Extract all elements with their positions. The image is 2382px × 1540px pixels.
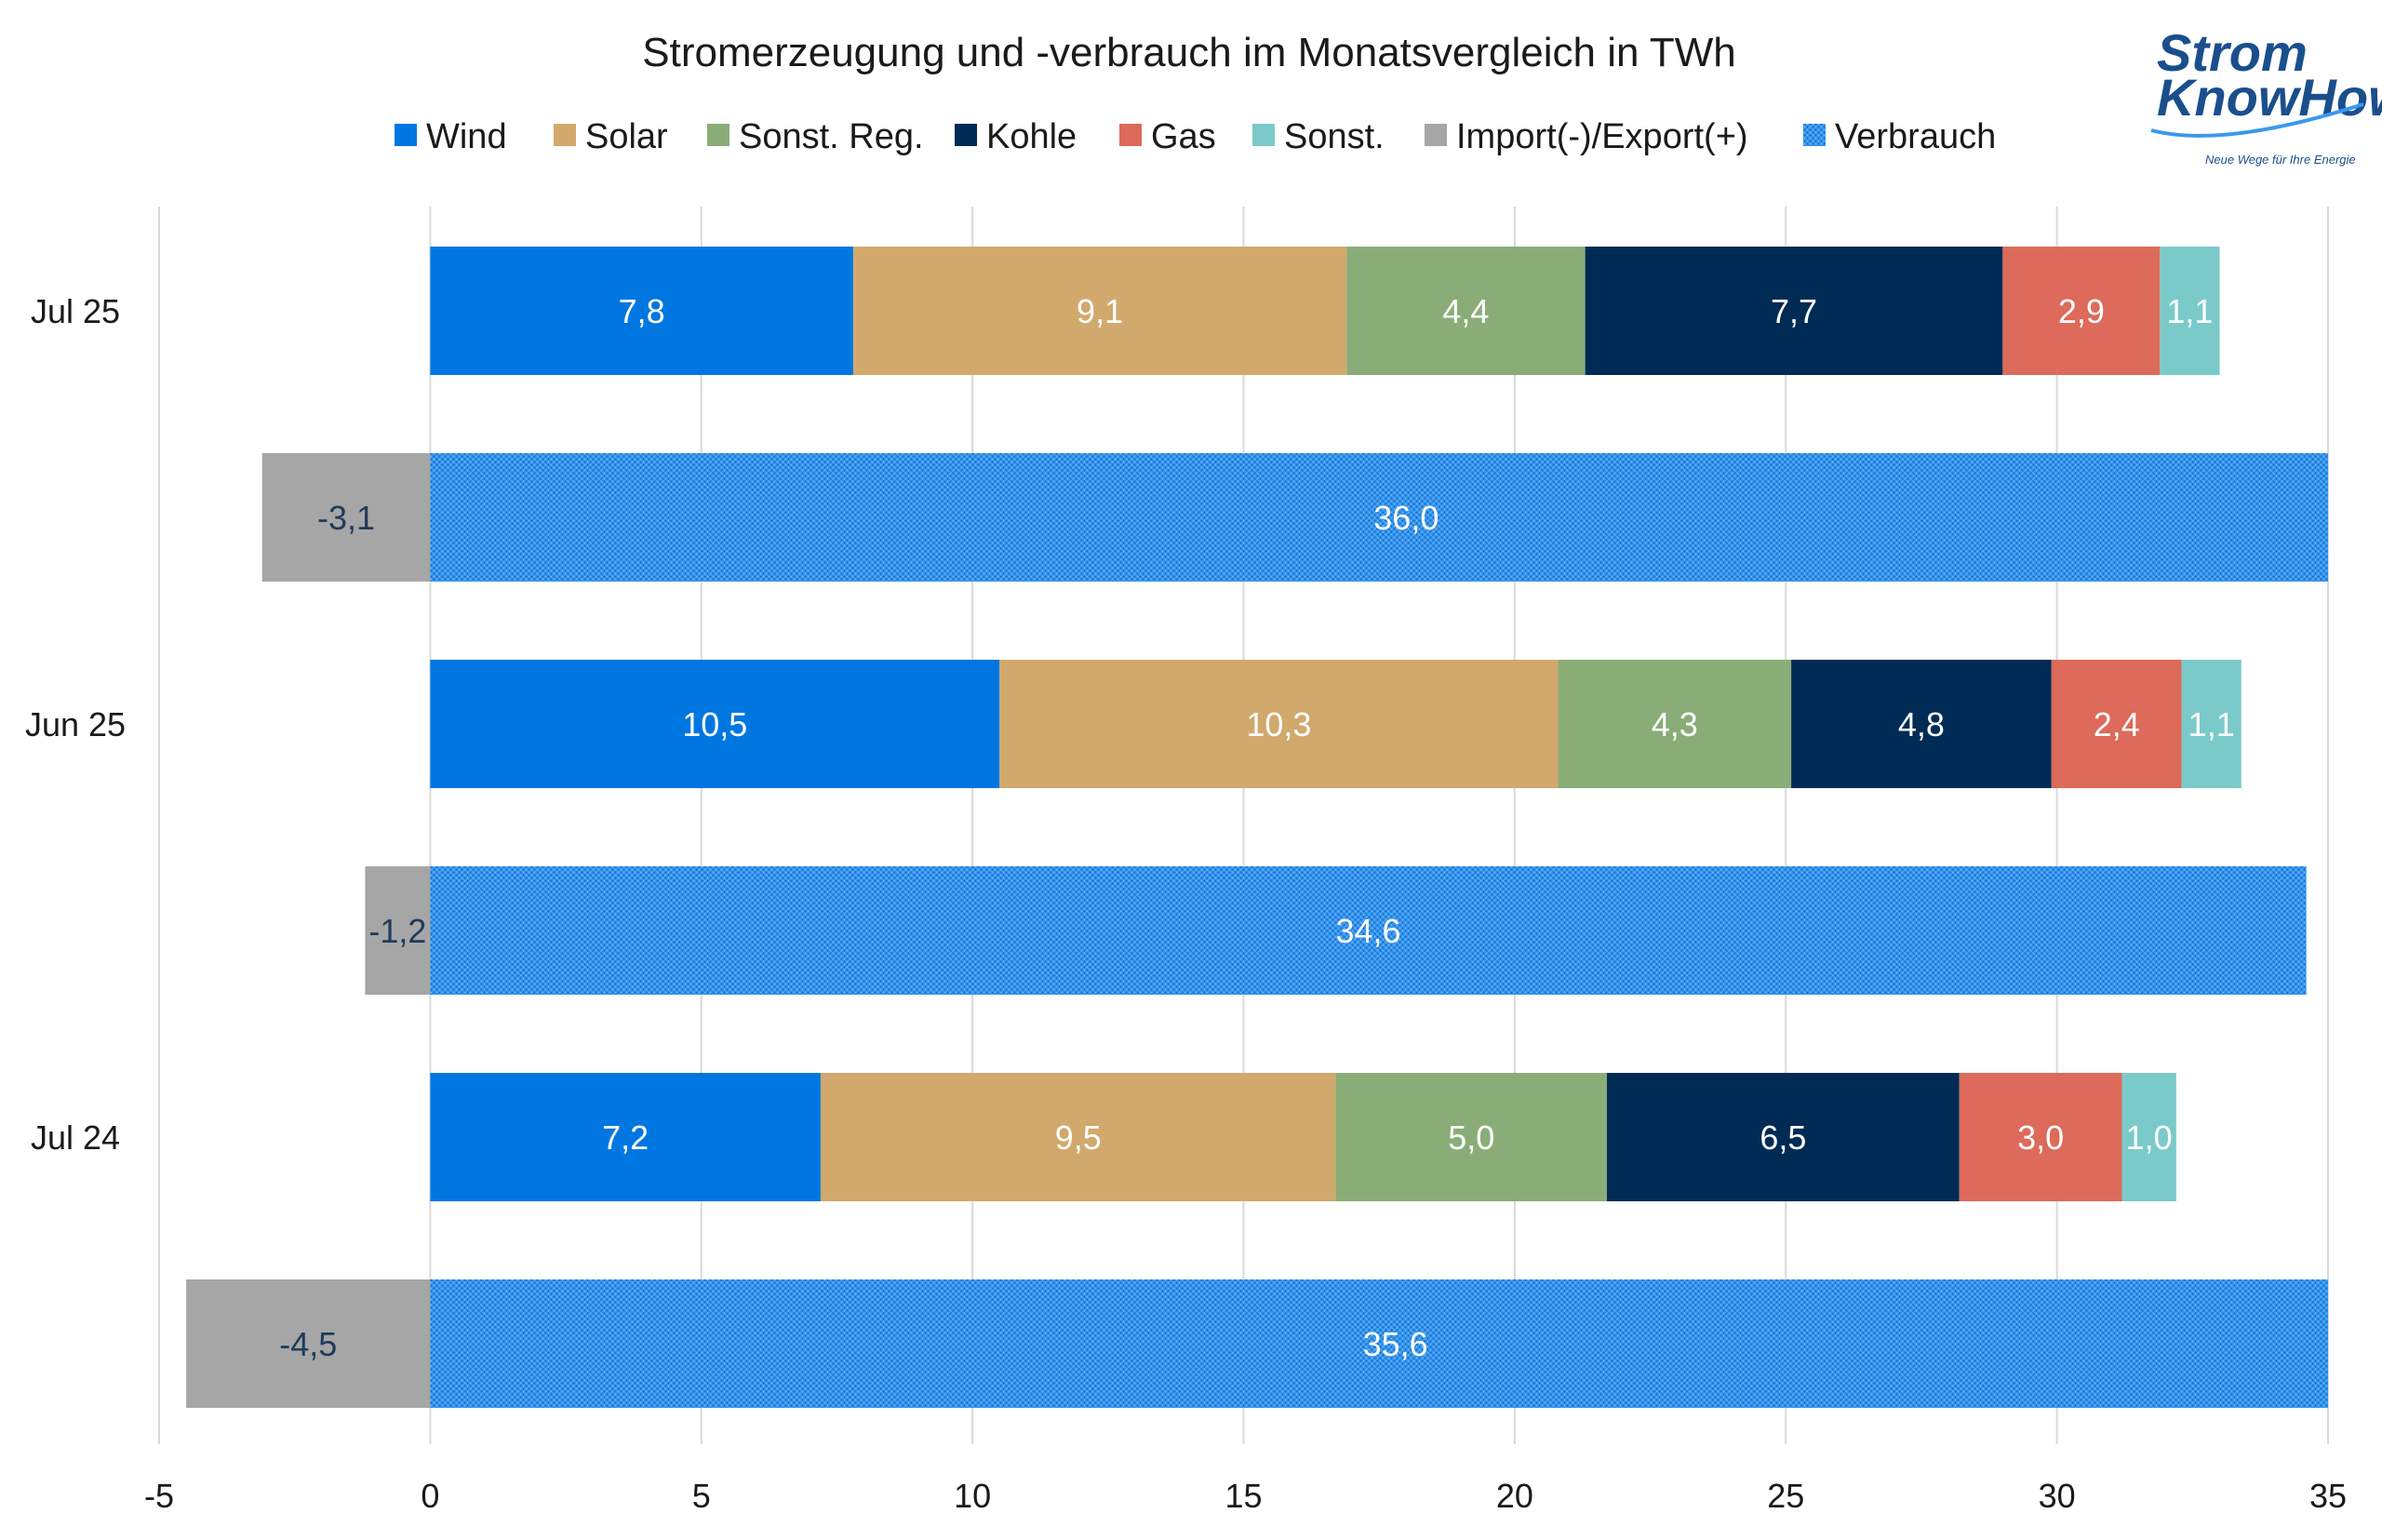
bar-gas <box>1959 1073 2122 1201</box>
x-tick-label: 10 <box>954 1477 991 1515</box>
legend-swatch-wind <box>395 124 417 146</box>
data-label-kohle: 4,8 <box>1898 705 1945 743</box>
bar-sonst <box>2160 247 2220 375</box>
legend-label-import-export: Import(-)/Export(+) <box>1456 117 1748 156</box>
bar-verbrauch <box>430 453 2328 582</box>
data-label-sonst: 1,1 <box>2166 292 2213 330</box>
legend-swatch-import-export <box>1425 124 1447 146</box>
bar-verbrauch <box>430 1279 2328 1408</box>
data-label-sonst-reg: 5,0 <box>1448 1118 1494 1157</box>
bar-sonst <box>2181 660 2241 788</box>
bar-import-export <box>365 866 431 995</box>
bar-sonst <box>2121 1073 2176 1201</box>
data-label-sonst-reg: 4,4 <box>1442 292 1489 330</box>
data-label-solar: 10,3 <box>1246 705 1311 743</box>
legend-swatch-verbrauch <box>1803 124 1826 146</box>
legend-label-gas: Gas <box>1151 117 1216 156</box>
data-label-wind: 10,5 <box>682 705 747 743</box>
data-label-import-export: -3,1 <box>317 499 375 537</box>
logo-swoosh <box>2150 102 2364 138</box>
data-label-import-export: -1,2 <box>368 912 426 950</box>
bar-import-export <box>186 1279 431 1408</box>
data-label-sonst: 1,1 <box>2188 705 2235 743</box>
y-category-label: Jul 25 <box>31 292 120 330</box>
x-tick-label: 25 <box>1767 1477 1804 1515</box>
gridlines <box>158 207 2329 1444</box>
data-label-import-export: -4,5 <box>279 1325 337 1363</box>
x-tick-label: 35 <box>2309 1477 2347 1515</box>
data-label-solar: 9,1 <box>1077 292 1123 330</box>
legend-label-sonst-reg: Sonst. Reg. <box>739 117 924 156</box>
data-label-wind: 7,2 <box>602 1118 649 1157</box>
bar-sonst-reg <box>1558 660 1792 788</box>
bars: 7,8 9,1 4,4 7,7 2,9 1,1 -3,1 36,0 10,5 10,3 4,3 4,8… <box>186 247 2328 1408</box>
bar-kohle <box>1585 247 2003 375</box>
chart-title: Stromerzeugung und -verbrauch im Monatsv… <box>642 30 1736 75</box>
x-tick-label: 30 <box>2039 1477 2076 1515</box>
x-tick-label: 5 <box>692 1477 711 1515</box>
bar-sonst-reg <box>1335 1073 1607 1201</box>
data-label-kohle: 6,5 <box>1760 1118 1806 1157</box>
bar-kohle <box>1791 660 2052 788</box>
y-category-label: Jun 25 <box>25 705 126 743</box>
logo-tagline: Neue Wege für Ihre Energie <box>2205 153 2356 167</box>
x-axis: -5 0 5 10 15 20 25 30 35 <box>144 1477 2347 1515</box>
x-tick-label: 0 <box>421 1477 439 1515</box>
bar-solar <box>852 247 1347 375</box>
y-category-label: Jul 24 <box>31 1118 120 1157</box>
bar-solar <box>999 660 1559 788</box>
strom-knowhow-logo: Strom KnowHow Neue Wege für Ihre Energie <box>2150 23 2382 167</box>
chart-legend: Wind Solar Sonst. Reg. Kohle Gas Sonst. Import… <box>395 117 1996 156</box>
legend-label-wind: Wind <box>426 117 507 156</box>
data-label-sonst: 1,0 <box>2126 1118 2173 1157</box>
data-label-verbrauch: 34,6 <box>1335 912 1400 950</box>
legend-swatch-solar <box>554 124 576 146</box>
bar-import-export <box>261 453 431 582</box>
legend-label-kohle: Kohle <box>986 117 1077 156</box>
legend-label-sonst: Sonst. <box>1284 117 1385 156</box>
data-label-gas: 3,0 <box>2017 1118 2064 1157</box>
bar-sonst-reg <box>1346 247 1586 375</box>
bar-kohle <box>1606 1073 1960 1201</box>
data-label-kohle: 7,7 <box>1771 292 1817 330</box>
y-axis: Jul 25 Jun 25 Jul 24 <box>25 292 126 1157</box>
legend-label-verbrauch: Verbrauch <box>1835 117 1996 156</box>
bar-wind <box>430 660 1000 788</box>
legend-swatch-sonst-reg <box>707 124 729 146</box>
legend-swatch-sonst <box>1252 124 1275 146</box>
bar-gas <box>2002 247 2161 375</box>
bar-wind <box>430 247 853 375</box>
logo-line1: Strom <box>2157 23 2308 82</box>
data-label-verbrauch: 35,6 <box>1363 1325 1428 1363</box>
logo-line2: KnowHow <box>2157 68 2382 127</box>
bar-wind <box>430 1073 821 1201</box>
x-tick-label: 20 <box>1496 1477 1533 1515</box>
data-label-gas: 2,4 <box>2094 705 2140 743</box>
bar-gas <box>2051 660 2182 788</box>
legend-label-solar: Solar <box>585 117 668 156</box>
data-label-wind: 7,8 <box>619 292 665 330</box>
data-label-solar: 9,5 <box>1055 1118 1102 1157</box>
legend-swatch-kohle <box>955 124 977 146</box>
legend-swatch-gas <box>1119 124 1142 146</box>
data-label-gas: 2,9 <box>2058 292 2105 330</box>
data-label-verbrauch: 36,0 <box>1373 499 1439 537</box>
x-tick-label: -5 <box>144 1477 174 1515</box>
data-label-sonst-reg: 4,3 <box>1652 705 1698 743</box>
x-tick-label: 15 <box>1224 1477 1262 1515</box>
bar-verbrauch <box>430 866 2307 995</box>
bar-solar <box>820 1073 1336 1201</box>
